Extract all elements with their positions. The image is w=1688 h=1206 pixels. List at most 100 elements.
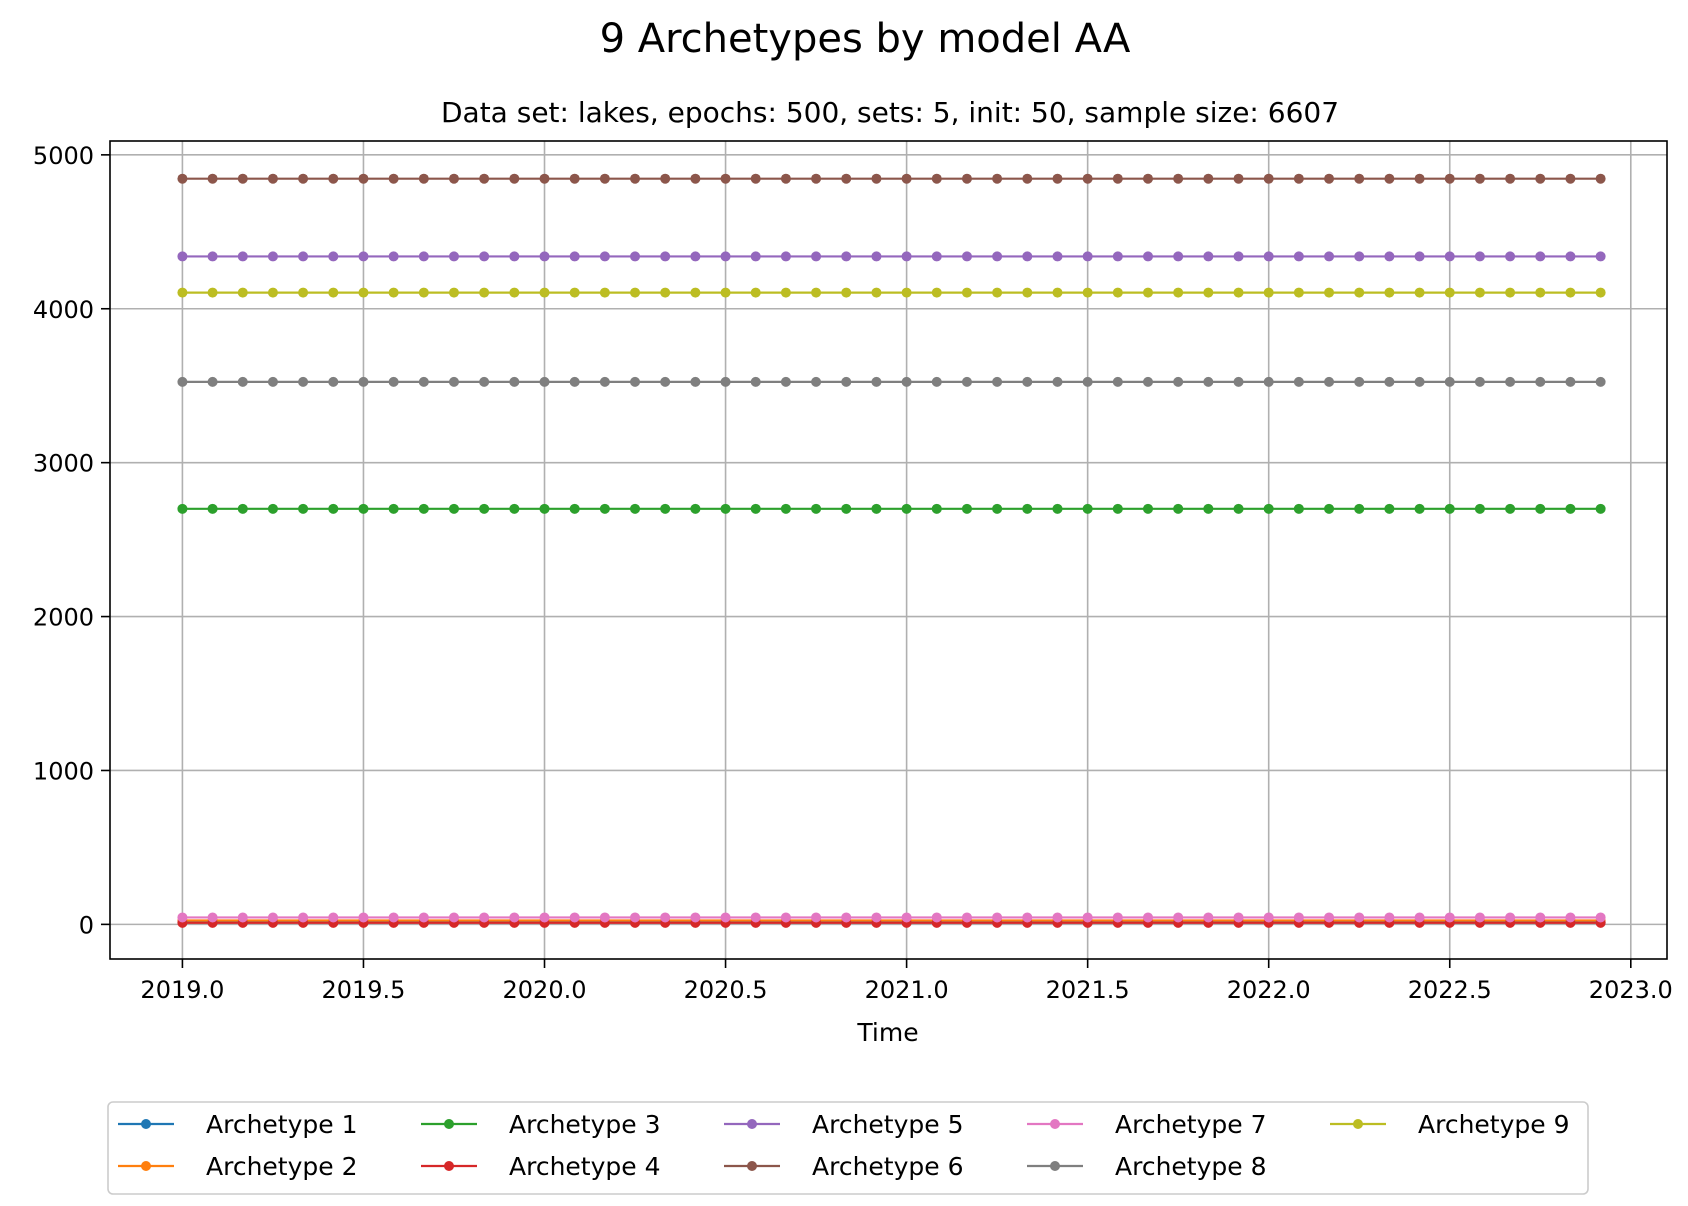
data-point-archetype-6 xyxy=(1414,173,1425,184)
data-point-archetype-3 xyxy=(1565,503,1576,514)
legend-item-archetype-1: Archetype 1 xyxy=(118,1110,358,1139)
data-point-archetype-7 xyxy=(1505,912,1516,923)
data-point-archetype-9 xyxy=(1384,287,1395,298)
data-point-archetype-6 xyxy=(1354,173,1365,184)
data-point-archetype-6 xyxy=(1173,173,1184,184)
data-point-archetype-9 xyxy=(267,287,278,298)
legend-item-archetype-4: Archetype 4 xyxy=(421,1152,661,1181)
data-point-archetype-5 xyxy=(569,251,580,262)
data-point-archetype-3 xyxy=(1384,503,1395,514)
data-point-archetype-9 xyxy=(388,287,399,298)
data-point-archetype-7 xyxy=(539,912,550,923)
data-point-archetype-3 xyxy=(1022,503,1033,514)
legend-label: Archetype 8 xyxy=(1115,1152,1267,1181)
chart-subtitle: Data set: lakes, epochs: 500, sets: 5, i… xyxy=(441,96,1339,129)
data-point-archetype-3 xyxy=(690,503,701,514)
data-point-archetype-3 xyxy=(871,503,882,514)
data-point-archetype-8 xyxy=(358,376,369,387)
data-point-archetype-8 xyxy=(177,376,188,387)
data-point-archetype-9 xyxy=(750,287,761,298)
legend-marker-swatch xyxy=(1353,1119,1363,1129)
data-point-archetype-8 xyxy=(1052,376,1063,387)
data-point-archetype-5 xyxy=(479,251,490,262)
data-point-archetype-6 xyxy=(690,173,701,184)
data-point-archetype-3 xyxy=(811,503,822,514)
data-point-archetype-7 xyxy=(177,912,188,923)
series-lines xyxy=(182,177,1601,924)
data-point-archetype-6 xyxy=(1022,173,1033,184)
legend-item-archetype-2: Archetype 2 xyxy=(118,1152,358,1181)
data-point-archetype-6 xyxy=(1565,173,1576,184)
data-point-archetype-8 xyxy=(479,376,490,387)
data-point-archetype-8 xyxy=(1444,376,1455,387)
data-point-archetype-3 xyxy=(841,503,852,514)
data-point-archetype-6 xyxy=(1233,173,1244,184)
data-point-archetype-9 xyxy=(992,287,1003,298)
data-point-archetype-9 xyxy=(871,287,882,298)
data-point-archetype-8 xyxy=(328,376,339,387)
data-point-archetype-5 xyxy=(690,251,701,262)
x-tick-label: 2019.0 xyxy=(140,976,224,1004)
data-point-archetype-8 xyxy=(630,376,641,387)
data-point-archetype-3 xyxy=(539,503,550,514)
data-point-archetype-7 xyxy=(599,912,610,923)
chart-title: 9 Archetypes by model AA xyxy=(600,16,1131,62)
data-point-archetype-8 xyxy=(1293,376,1304,387)
data-point-archetype-7 xyxy=(841,912,852,923)
data-point-archetype-5 xyxy=(418,251,429,262)
legend-label: Archetype 7 xyxy=(1115,1110,1267,1139)
data-point-archetype-5 xyxy=(1414,251,1425,262)
data-point-archetype-5 xyxy=(931,251,942,262)
data-point-archetype-9 xyxy=(1505,287,1516,298)
data-point-archetype-5 xyxy=(871,251,882,262)
x-tick-label: 2021.5 xyxy=(1046,976,1130,1004)
data-point-archetype-5 xyxy=(720,251,731,262)
data-point-archetype-9 xyxy=(1173,287,1184,298)
data-point-archetype-7 xyxy=(418,912,429,923)
data-point-archetype-7 xyxy=(1354,912,1365,923)
data-point-archetype-3 xyxy=(1414,503,1425,514)
data-point-archetype-6 xyxy=(660,173,671,184)
data-point-archetype-3 xyxy=(1293,503,1304,514)
data-point-archetype-9 xyxy=(328,287,339,298)
data-point-archetype-9 xyxy=(1565,287,1576,298)
data-point-archetype-7 xyxy=(690,912,701,923)
data-point-archetype-7 xyxy=(267,912,278,923)
data-point-archetype-7 xyxy=(479,912,490,923)
legend-marker-swatch xyxy=(1050,1119,1060,1129)
data-point-archetype-9 xyxy=(479,287,490,298)
data-point-archetype-9 xyxy=(1444,287,1455,298)
data-point-archetype-8 xyxy=(1263,376,1274,387)
data-point-archetype-5 xyxy=(1354,251,1365,262)
data-point-archetype-3 xyxy=(1324,503,1335,514)
data-point-archetype-5 xyxy=(1384,251,1395,262)
data-point-archetype-5 xyxy=(630,251,641,262)
data-point-archetype-9 xyxy=(237,287,248,298)
data-point-archetype-9 xyxy=(961,287,972,298)
data-point-archetype-6 xyxy=(418,173,429,184)
data-point-archetype-5 xyxy=(358,251,369,262)
data-point-archetype-7 xyxy=(750,912,761,923)
data-point-archetype-7 xyxy=(1324,912,1335,923)
data-point-archetype-9 xyxy=(1354,287,1365,298)
y-tick-label: 3000 xyxy=(33,450,94,478)
data-point-archetype-9 xyxy=(1474,287,1485,298)
legend-item-archetype-8: Archetype 8 xyxy=(1027,1152,1267,1181)
data-point-archetype-9 xyxy=(901,287,912,298)
data-point-archetype-5 xyxy=(328,251,339,262)
data-point-archetype-6 xyxy=(992,173,1003,184)
data-point-archetype-3 xyxy=(388,503,399,514)
data-point-archetype-8 xyxy=(931,376,942,387)
data-point-archetype-5 xyxy=(539,251,550,262)
data-point-archetype-8 xyxy=(1505,376,1516,387)
data-point-archetype-5 xyxy=(1112,251,1123,262)
data-point-archetype-8 xyxy=(1535,376,1546,387)
data-point-archetype-9 xyxy=(358,287,369,298)
data-point-archetype-7 xyxy=(1203,912,1214,923)
x-tick-label: 2021.0 xyxy=(865,976,949,1004)
data-point-archetype-3 xyxy=(237,503,248,514)
data-point-archetype-8 xyxy=(1414,376,1425,387)
data-point-archetype-9 xyxy=(1324,287,1335,298)
data-point-archetype-7 xyxy=(1143,912,1154,923)
data-point-archetype-7 xyxy=(780,912,791,923)
